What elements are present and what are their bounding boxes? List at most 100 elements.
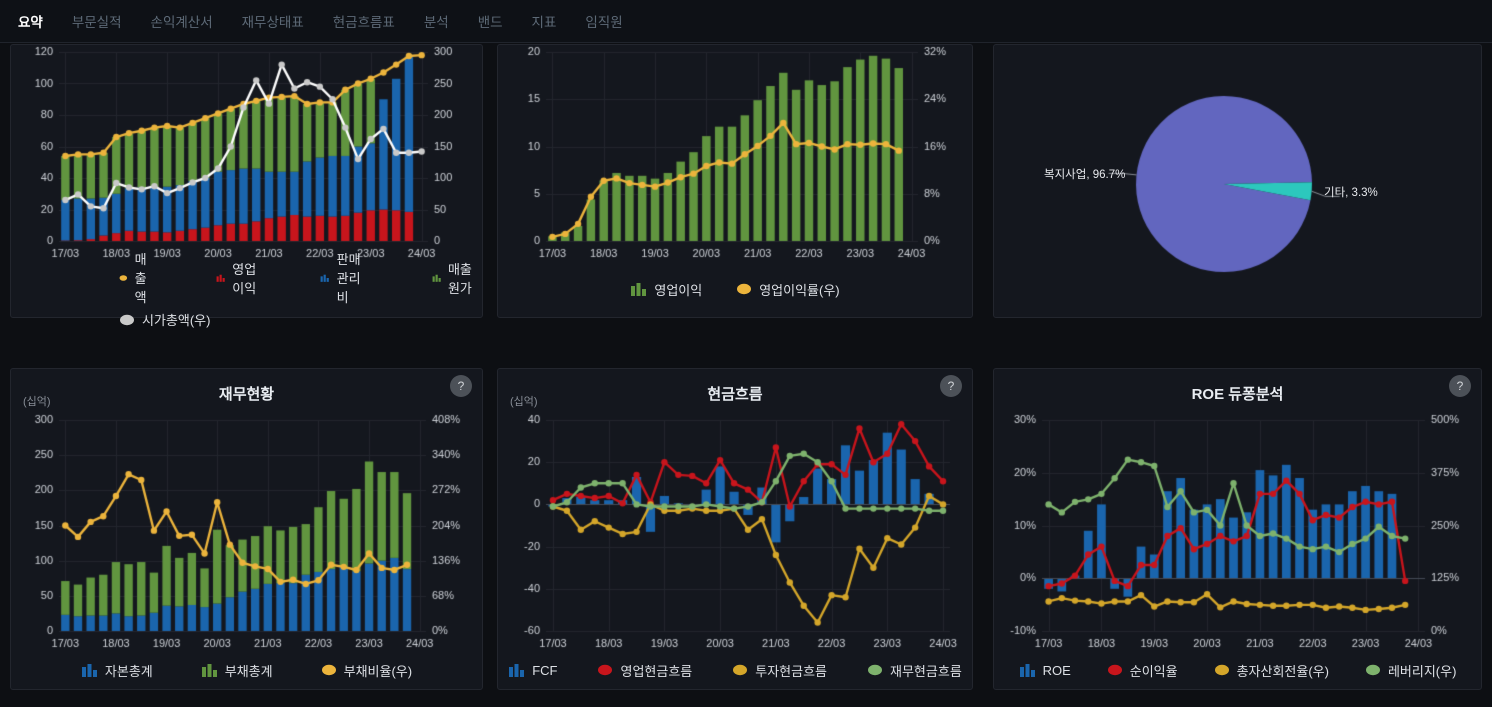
legend-label: 총자산회전율(우): [1236, 663, 1329, 679]
nav-tab-7[interactable]: 지표: [531, 15, 557, 30]
panel-header: (십억) 재무현황 ?: [19, 369, 474, 413]
bar-series-icon: [81, 664, 97, 677]
legend-row: FCF 영업현금흐름 투자현금흐름 재무현금흐름: [508, 661, 962, 680]
legend-item-1[interactable]: 순이익율: [1107, 661, 1178, 680]
legend-label: 영업이익: [232, 261, 257, 296]
legend-item-2[interactable]: 부채비율(우): [321, 661, 412, 680]
legend-label: 자본총계: [104, 663, 153, 679]
line-series-icon: [733, 664, 748, 676]
legend-row: ROE 순이익율 총자산회전율(우) 레버리지(우): [1019, 661, 1456, 680]
pie-label-other: 기타, 3.3%: [1324, 187, 1378, 199]
legend-item-0[interactable]: 영업이익: [216, 259, 258, 297]
panel-financial-status: (십억) 재무현황 ? 자본총계 부채총계 부채비율(우): [10, 368, 483, 690]
operating-profit-legend: 영업이익 영업이익률(우): [506, 261, 964, 317]
bar-series-icon: [201, 664, 217, 677]
legend-item-0[interactable]: ROE: [1019, 663, 1071, 678]
business-mix-pie-chart[interactable]: [994, 45, 1481, 317]
bar-series-icon: [320, 274, 330, 282]
bar-series-icon: [631, 283, 647, 296]
bar-series-icon: [1019, 664, 1035, 677]
legend-label: 매출액: [134, 252, 147, 305]
nav-tab-5[interactable]: 분석: [423, 15, 449, 30]
panel-title: 현금흐름: [707, 386, 763, 403]
roe-dupont-legend: ROE 순이익율 총자산회전율(우) 레버리지(우): [1002, 651, 1473, 689]
legend-item-2[interactable]: 투자현금흐름: [732, 661, 827, 680]
bar-series-icon: [216, 274, 225, 282]
bar-series-icon: [432, 274, 441, 282]
legend-label: 레버리지(우): [1387, 663, 1457, 679]
panel-business-mix: 복지사업, 96.7% 기타, 3.3%: [993, 44, 1482, 318]
panel-title: 재무현황: [218, 386, 275, 403]
nav-tab-8[interactable]: 임직원: [585, 15, 623, 30]
legend-row: 매출액 영업이익 판매관리비 매출원가: [119, 249, 474, 306]
legend-row: 영업이익 영업이익률(우): [630, 280, 840, 299]
nav-tab-3[interactable]: 재무상태표: [241, 15, 304, 30]
nav-tab-6[interactable]: 밴드: [477, 15, 503, 30]
legend-label: FCF: [532, 662, 558, 678]
nav-tab-1[interactable]: 부문실적: [71, 15, 122, 30]
cash-flow-chart[interactable]: [506, 413, 964, 651]
legend-label: 시가총액(우): [142, 313, 211, 328]
help-icon[interactable]: ?: [450, 375, 472, 397]
line-series-icon: [868, 664, 883, 676]
legend-item-1[interactable]: 부채총계: [201, 661, 273, 680]
legend-item-2[interactable]: 매출원가: [432, 259, 474, 297]
legend-label: 매출원가: [447, 261, 472, 296]
legend-label: 투자현금흐름: [755, 663, 828, 679]
line-series-icon: [737, 283, 752, 295]
legend-item-3[interactable]: 재무현금흐름: [867, 661, 962, 680]
unit-label: (십억): [510, 396, 538, 408]
legend-label: 영업이익률(우): [759, 282, 840, 298]
line-series-icon: [1107, 664, 1122, 676]
line-series-icon: [1365, 664, 1380, 676]
legend-label: 부채총계: [224, 663, 273, 679]
legend-item-0[interactable]: 영업이익: [630, 280, 702, 299]
panel-title: ROE 듀퐁분석: [1191, 386, 1284, 403]
operating-profit-chart[interactable]: [506, 45, 966, 261]
line-series-icon: [321, 664, 336, 676]
line-series-icon: [120, 314, 134, 325]
help-icon[interactable]: ?: [1449, 375, 1471, 397]
unit-label: (십억): [23, 396, 51, 408]
legend-label: 부채비율(우): [343, 663, 413, 679]
bar-series-icon: [509, 664, 525, 677]
panel-operating-profit: 영업이익 영업이익률(우): [497, 44, 973, 318]
legend-item-1[interactable]: 영업현금흐름: [597, 661, 692, 680]
roe-dupont-chart[interactable]: [1002, 413, 1473, 651]
line-series-icon: [1214, 664, 1229, 676]
legend-label: 판매관리비: [336, 252, 361, 305]
legend-item-1[interactable]: 영업이익률(우): [736, 280, 840, 299]
panel-header: (십억) 현금흐름 ?: [506, 369, 964, 413]
legend-item-4[interactable]: 시가총액(우): [119, 310, 210, 329]
legend-label: 영업현금흐름: [620, 663, 693, 679]
legend-label: 순이익율: [1129, 663, 1178, 679]
legend-item-3[interactable]: 레버리지(우): [1365, 661, 1456, 680]
legend-item-3[interactable]: 매출액: [119, 249, 154, 306]
legend-label: 재무현금흐름: [890, 663, 962, 679]
legend-item-2[interactable]: 총자산회전율(우): [1214, 661, 1329, 680]
legend-label: ROE: [1042, 662, 1071, 678]
revenue-cost-chart[interactable]: [19, 45, 476, 261]
line-series-icon: [598, 664, 613, 676]
nav-bar: 요약 부문실적 손익계산서 재무상태표 현금흐름표 분석 밴드 지표 임직원: [0, 0, 1492, 43]
legend-item-0[interactable]: 자본총계: [81, 661, 153, 680]
legend-row: 자본총계 부채총계 부채비율(우): [81, 661, 412, 680]
legend-item-0[interactable]: FCF: [508, 663, 557, 678]
panel-roe-dupont: ROE 듀퐁분석 ? ROE 순이익율 총자산회전율(우) 레버리지(우): [993, 368, 1482, 690]
legend-row: 시가총액(우): [119, 310, 474, 329]
cash-flow-legend: FCF 영업현금흐름 투자현금흐름 재무현금흐름: [506, 651, 964, 689]
financial-status-chart[interactable]: [19, 413, 474, 651]
help-icon[interactable]: ?: [940, 375, 962, 397]
panel-cash-flow: (십억) 현금흐름 ? FCF 영업현금흐름 투자현금흐름 재무현금흐름: [497, 368, 973, 690]
pie-label-main: 복지사업, 96.7%: [1044, 169, 1126, 181]
nav-tab-4[interactable]: 현금흐름표: [332, 15, 395, 30]
line-series-icon: [119, 274, 128, 281]
legend-item-1[interactable]: 판매관리비: [320, 249, 369, 306]
nav-tab-0[interactable]: 요약: [18, 15, 43, 30]
panel-header: ROE 듀퐁분석 ?: [1002, 369, 1473, 413]
financial-status-legend: 자본총계 부채총계 부채비율(우): [19, 651, 474, 689]
nav-tab-2[interactable]: 손익계산서: [150, 15, 213, 30]
